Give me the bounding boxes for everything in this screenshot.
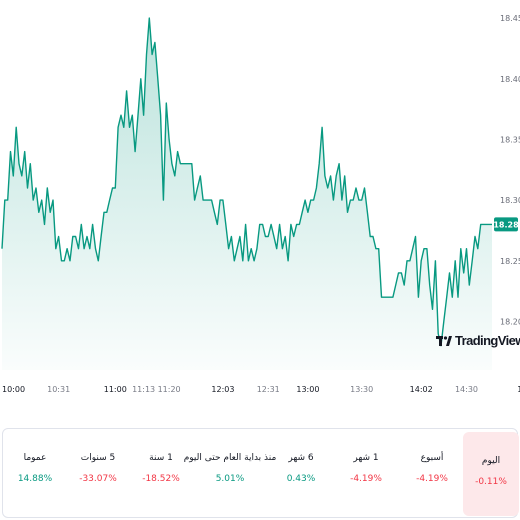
performance-period-2[interactable]: 1 شهر -4.19%: [338, 429, 394, 517]
performance-period-value: -0.11%: [475, 477, 507, 487]
x-tick-label: 10:00: [2, 385, 25, 394]
x-tick-label: 12:31: [257, 385, 280, 394]
performance-period-value: -33.07%: [79, 474, 117, 484]
x-tick-label: 15:10: [517, 385, 520, 394]
last-price-badge: 18.28: [493, 217, 519, 232]
performance-period-label: 5 سنوات: [80, 453, 116, 463]
last-price-badge-bg: [494, 217, 518, 232]
performance-period-4[interactable]: منذ بداية العام حتى اليوم 5.01%: [170, 429, 290, 517]
x-axis[interactable]: 10:00 10:31 11:00 11:13 11:20 12:03 12:31 13:00…: [2, 385, 520, 394]
performance-period-label: 1 شهر: [353, 453, 379, 463]
x-tick-label: 11:00: [104, 385, 127, 394]
performance-period-label: 6 شهر: [288, 453, 314, 463]
y-tick-label: 18.45: [500, 14, 520, 23]
price-chart[interactable]: 18.20 18.25 18.30 18.35 18.40 18.45 10:00 10:3…: [0, 0, 520, 400]
x-tick-label: 13:00: [296, 385, 319, 394]
performance-period-1[interactable]: أسبوع -4.19%: [404, 429, 460, 517]
x-tick-label: 11:20: [158, 385, 181, 394]
price-line-layer: [1, 17, 492, 347]
performance-period-value: -18.52%: [142, 474, 180, 484]
y-tick-label: 18.25: [500, 257, 520, 266]
performance-period-6[interactable]: 5 سنوات -33.07%: [70, 429, 126, 517]
performance-period-0[interactable]: اليوم -0.11%: [463, 432, 519, 516]
x-tick-label: 12:03: [211, 385, 234, 394]
performance-period-5[interactable]: 1 سنة -18.52%: [133, 429, 189, 517]
performance-period-label: عموما: [23, 453, 47, 463]
y-tick-label: 18.35: [500, 135, 520, 144]
last-price-value: 18.28: [493, 220, 519, 229]
x-tick-label: 11:13: [132, 385, 155, 394]
y-tick-label: 18.40: [500, 75, 520, 84]
x-tick-label: 10:31: [47, 385, 70, 394]
chart-canvas[interactable]: 18.20 18.25 18.30 18.35 18.40 18.45 10:00 10:3…: [0, 0, 520, 400]
tradingview-logo-icon: [436, 335, 452, 346]
performance-row: اليوم -0.11% أسبوع -4.19% 1 شهر -4.19% 6 شهر 0.…: [3, 429, 519, 517]
performance-period-label: منذ بداية العام حتى اليوم: [183, 453, 277, 463]
performance-period-value: -4.19%: [416, 474, 448, 484]
performance-period-value: 14.88%: [17, 474, 53, 484]
x-tick-label: 14:02: [410, 385, 433, 394]
performance-period-7[interactable]: عموما 14.88%: [7, 429, 63, 517]
y-tick-label: 18.30: [500, 196, 520, 205]
performance-period-value: -4.19%: [350, 474, 382, 484]
price-line: [1, 17, 492, 347]
performance-period-value: 0.43%: [286, 474, 316, 484]
x-tick-label: 14:30: [455, 385, 478, 394]
y-axis[interactable]: 18.20 18.25 18.30 18.35 18.40 18.45: [500, 14, 520, 326]
performance-period-label: اليوم: [481, 456, 501, 466]
tradingview-watermark[interactable]: TradingView: [436, 333, 520, 348]
price-area: [2, 18, 492, 370]
price-area-layer: [2, 18, 492, 370]
performance-period-label: 1 سنة: [149, 453, 173, 463]
watermark-text: TradingView: [455, 333, 520, 348]
performance-period-3[interactable]: 6 شهر 0.43%: [273, 429, 329, 517]
x-tick-label: 13:30: [350, 385, 373, 394]
performance-period-value: 5.01%: [215, 474, 245, 484]
performance-panel: اليوم -0.11% أسبوع -4.19% 1 شهر -4.19% 6 شهر 0.…: [2, 428, 519, 518]
performance-period-label: أسبوع: [420, 453, 444, 463]
y-tick-label: 18.20: [500, 317, 520, 326]
